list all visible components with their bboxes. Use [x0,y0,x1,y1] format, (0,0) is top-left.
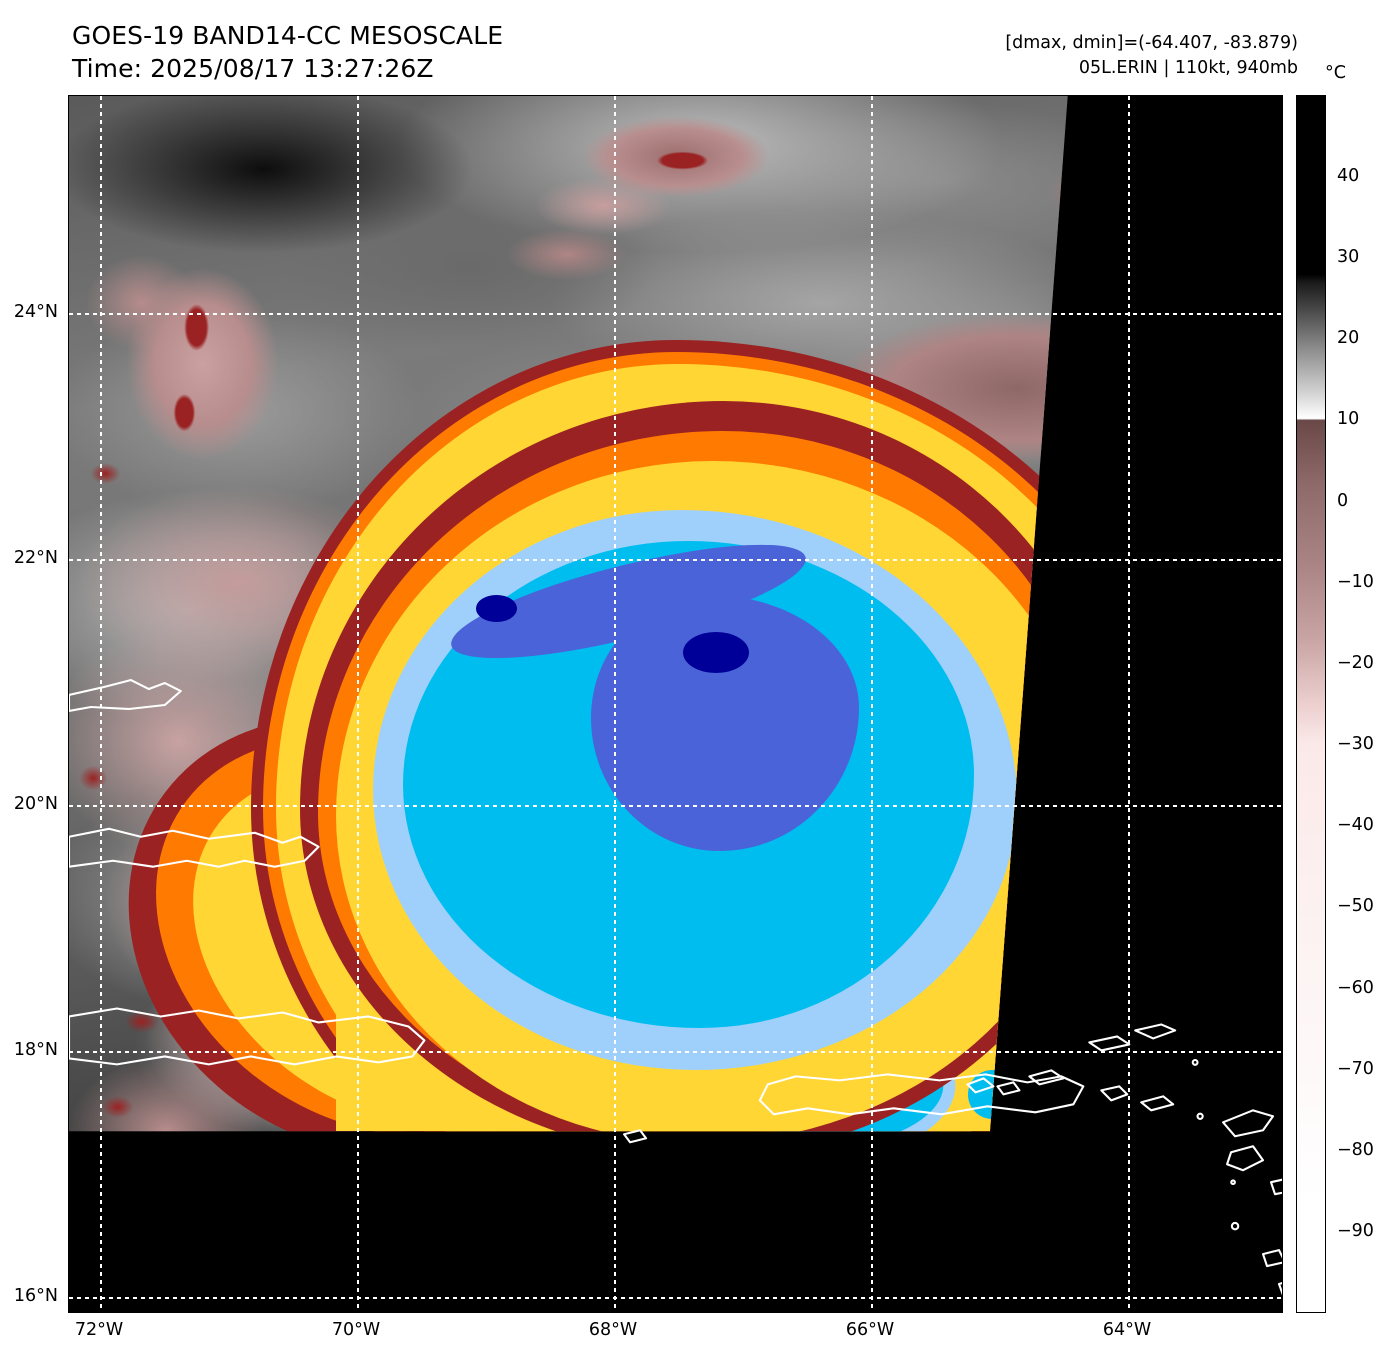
colorbar-tick-7: −30 [1337,734,1374,754]
x-tick-1: 70°W [331,1320,381,1340]
colorbar-tick-5: −10 [1337,572,1374,592]
storm-info-label: 05L.ERIN | 110kt, 940mb [1078,57,1298,78]
timestamp-label: Time: 2025/08/17 13:27:26Z [72,53,434,83]
colorbar-tick-12: −80 [1337,1140,1374,1160]
x-tick-4: 64°W [1102,1320,1152,1340]
satellite-data-swath [69,96,1068,1132]
gridline-lat-16 [69,1297,1282,1299]
satellite-image-plot: Copyright © 2020-2025 Dapiya [68,95,1283,1313]
colorbar-tick-11: −70 [1337,1059,1374,1079]
coldest-core-navy [682,631,750,674]
y-tick-4: 16°N [13,1286,58,1306]
colorbar-tick-4: 0 [1337,491,1349,511]
metadata-block: [dmax, dmin]=(-64.407, -83.879) 05L.ERIN… [1005,31,1298,81]
colorbar-gradient [1297,96,1325,1312]
temperature-colorbar [1296,95,1326,1313]
y-tick-1: 22°N [13,548,58,568]
colorbar-unit-label: °C [1325,63,1346,83]
page-title: GOES-19 BAND14-CC MESOSCALE [72,21,504,50]
x-tick-3: 66°W [845,1320,895,1340]
gridline-lon-64 [1128,96,1130,1312]
title-block: GOES-19 BAND14-CC MESOSCALE Time: 2025/0… [72,20,503,85]
colorbar-tick-0: 40 [1337,166,1360,186]
colorbar-tick-1: 30 [1337,247,1360,267]
y-tick-0: 24°N [13,302,58,322]
y-tick-2: 20°N [13,794,58,814]
colorbar-tick-13: −90 [1337,1221,1374,1241]
plot-inner: Copyright © 2020-2025 Dapiya [69,96,1282,1312]
colorbar-tick-3: 10 [1337,409,1360,429]
colorbar-tick-8: −40 [1337,815,1374,835]
x-tick-0: 72°W [74,1320,124,1340]
colorbar-tick-6: −20 [1337,653,1374,673]
y-tick-3: 18°N [13,1040,58,1060]
colorbar-tick-10: −60 [1337,978,1374,998]
x-tick-2: 68°W [588,1320,638,1340]
colorbar-tick-9: −50 [1337,896,1374,916]
colorbar-tick-2: 20 [1337,328,1360,348]
coldest-core-navy-secondary [476,595,518,623]
dmax-dmin-label: [dmax, dmin]=(-64.407, -83.879) [1005,33,1298,53]
cold-blob-southeast [968,1070,1017,1120]
